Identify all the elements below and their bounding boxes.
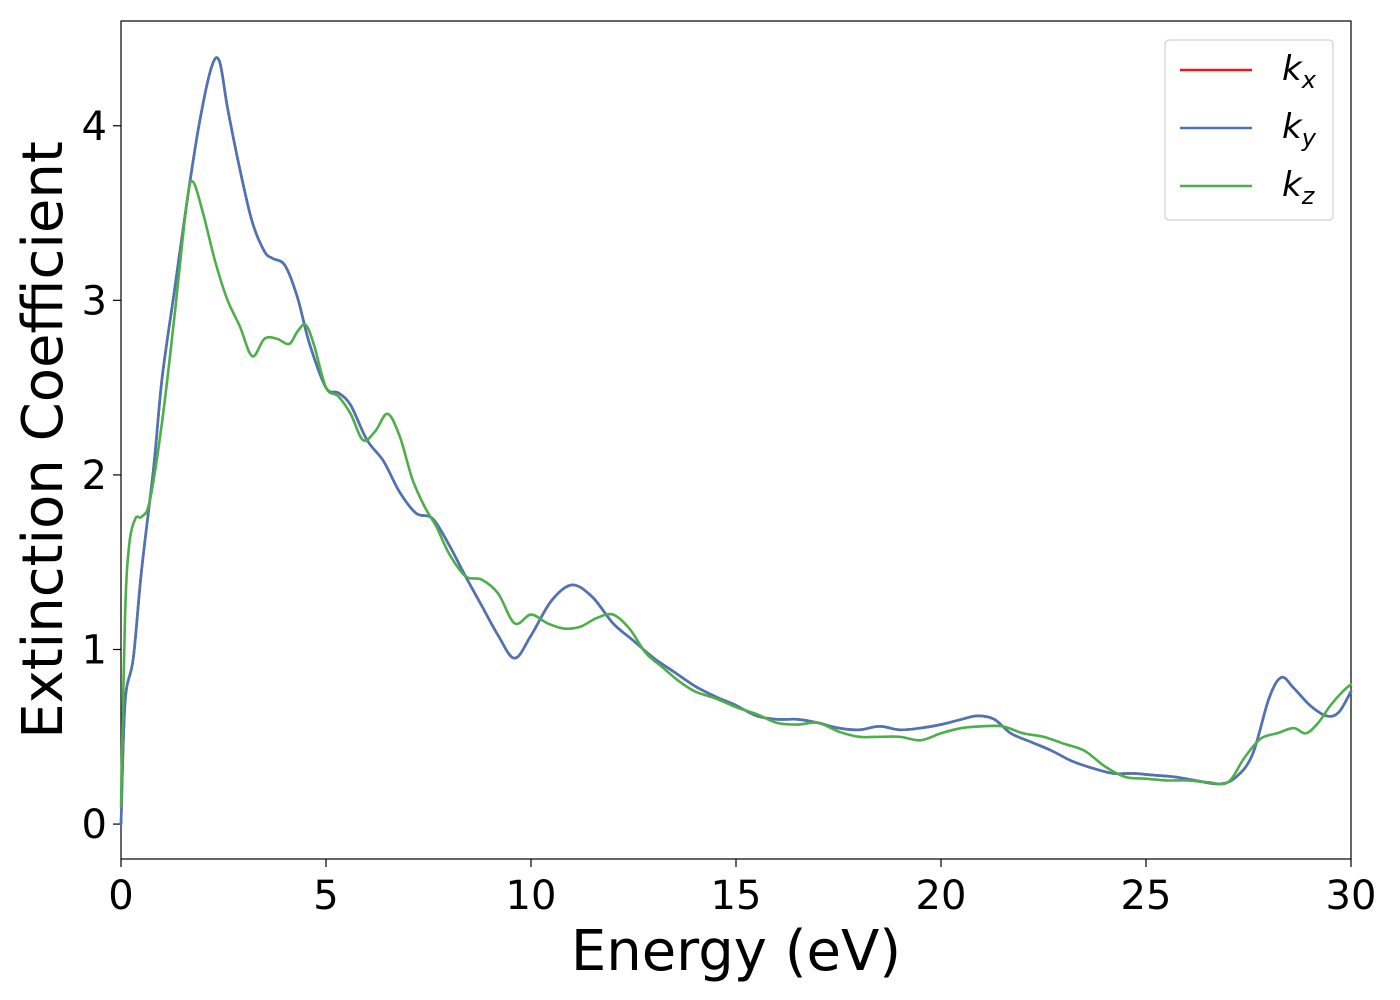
- x-tick-label: 10: [506, 873, 557, 919]
- y-tick-label: 4: [82, 104, 107, 150]
- y-tick-label: 0: [82, 802, 107, 848]
- plot-area: [120, 20, 1352, 860]
- legend: kx ky kz: [1164, 39, 1334, 221]
- x-tick-label: 20: [916, 873, 967, 919]
- x-tick-label: 25: [1121, 873, 1172, 919]
- y-axis: 0 1 2 3 4: [82, 104, 121, 848]
- legend-label: kx: [1282, 49, 1317, 94]
- y-tick-label: 3: [82, 278, 107, 324]
- y-tick-label: 2: [82, 453, 107, 499]
- x-axis: 0 5 10 15 20 25 30: [108, 859, 1376, 919]
- y-axis-title: Extinction Coefficient: [11, 141, 76, 739]
- legend-label: ky: [1282, 107, 1317, 152]
- x-tick-label: 15: [711, 873, 762, 919]
- legend-label: kz: [1282, 165, 1316, 210]
- x-tick-label: 30: [1326, 873, 1377, 919]
- series-line-kz: [119, 179, 1353, 808]
- legend-box: [1164, 39, 1334, 221]
- series-lines: [119, 56, 1353, 826]
- x-axis-title: Energy (eV): [571, 919, 901, 984]
- x-tick-label: 5: [313, 873, 338, 919]
- y-tick-label: 1: [82, 628, 107, 674]
- series-line-ky: [119, 56, 1353, 826]
- x-tick-label: 0: [108, 873, 133, 919]
